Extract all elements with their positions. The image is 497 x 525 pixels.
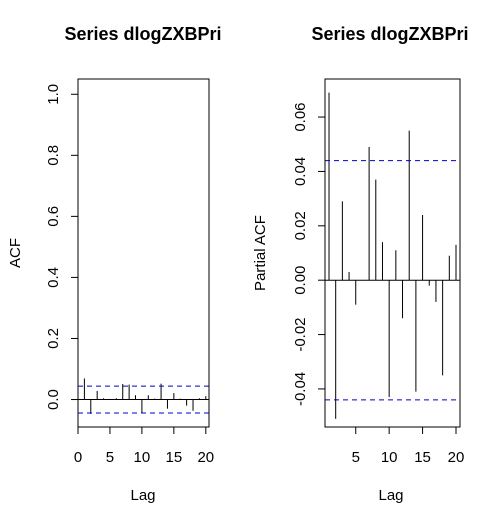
pacf-panel: Series dlogZXBPri 5 10 15 20 -0.04 -0.02 0.00… (252, 24, 469, 504)
pacf-marks (325, 92, 460, 419)
pacf-x-tick-label: 10 (381, 449, 398, 466)
acf-y-axis: 0.0 0.2 0.4 0.6 0.8 1.0 (45, 84, 79, 410)
acf-x-axis: 0 5 10 15 20 (74, 426, 214, 466)
pacf-x-tick-label: 15 (414, 449, 431, 466)
acf-y-axis-label: ACF (7, 238, 24, 268)
acf-title: Series dlogZXBPri (64, 24, 221, 44)
pacf-y-axis: -0.04 -0.02 0.00 0.02 0.04 0.06 (292, 102, 326, 406)
pacf-x-tick-label: 20 (448, 449, 465, 466)
acf-x-tick-label: 10 (134, 449, 151, 466)
pacf-y-tick-label: 0.04 (292, 157, 309, 186)
acf-y-tick-label: 0.8 (45, 145, 62, 166)
acf-x-tick-label: 5 (106, 449, 114, 466)
acf-y-tick-label: 1.0 (45, 84, 62, 105)
acf-y-tick-label: 0.0 (45, 389, 62, 410)
pacf-y-tick-label: -0.02 (292, 317, 309, 351)
pacf-y-axis-label: Partial ACF (252, 215, 269, 291)
acf-panel: Series dlogZXBPri 0 5 10 15 20 0.00.20.40.60… (7, 24, 222, 504)
pacf-x-axis-label: Lag (378, 487, 403, 504)
acf-x-axis-label: Lag (130, 487, 155, 504)
acf-y-tick-label: 0.4 (45, 267, 62, 288)
pacf-x-tick-label: 5 (352, 449, 360, 466)
acf-x-tick-label: 20 (197, 449, 214, 466)
acf-x-tick-label: 0 (74, 449, 82, 466)
acf-y-tick-label: 0.6 (45, 206, 62, 227)
pacf-y-tick-label: 0.00 (292, 266, 309, 295)
acf-x-tick-label: 15 (166, 449, 183, 466)
pacf-title: Series dlogZXBPri (311, 24, 468, 44)
pacf-x-axis: 5 10 15 20 (352, 426, 465, 466)
pacf-y-tick-label: 0.06 (292, 102, 309, 131)
acf-plot-frame (77, 78, 210, 428)
acf-y-tick-label: 0.2 (45, 328, 62, 349)
pacf-plot-frame (324, 78, 461, 428)
pacf-y-tick-label: -0.04 (292, 372, 309, 406)
pacf-y-tick-label: 0.02 (292, 211, 309, 240)
acf-marks (77, 94, 209, 414)
